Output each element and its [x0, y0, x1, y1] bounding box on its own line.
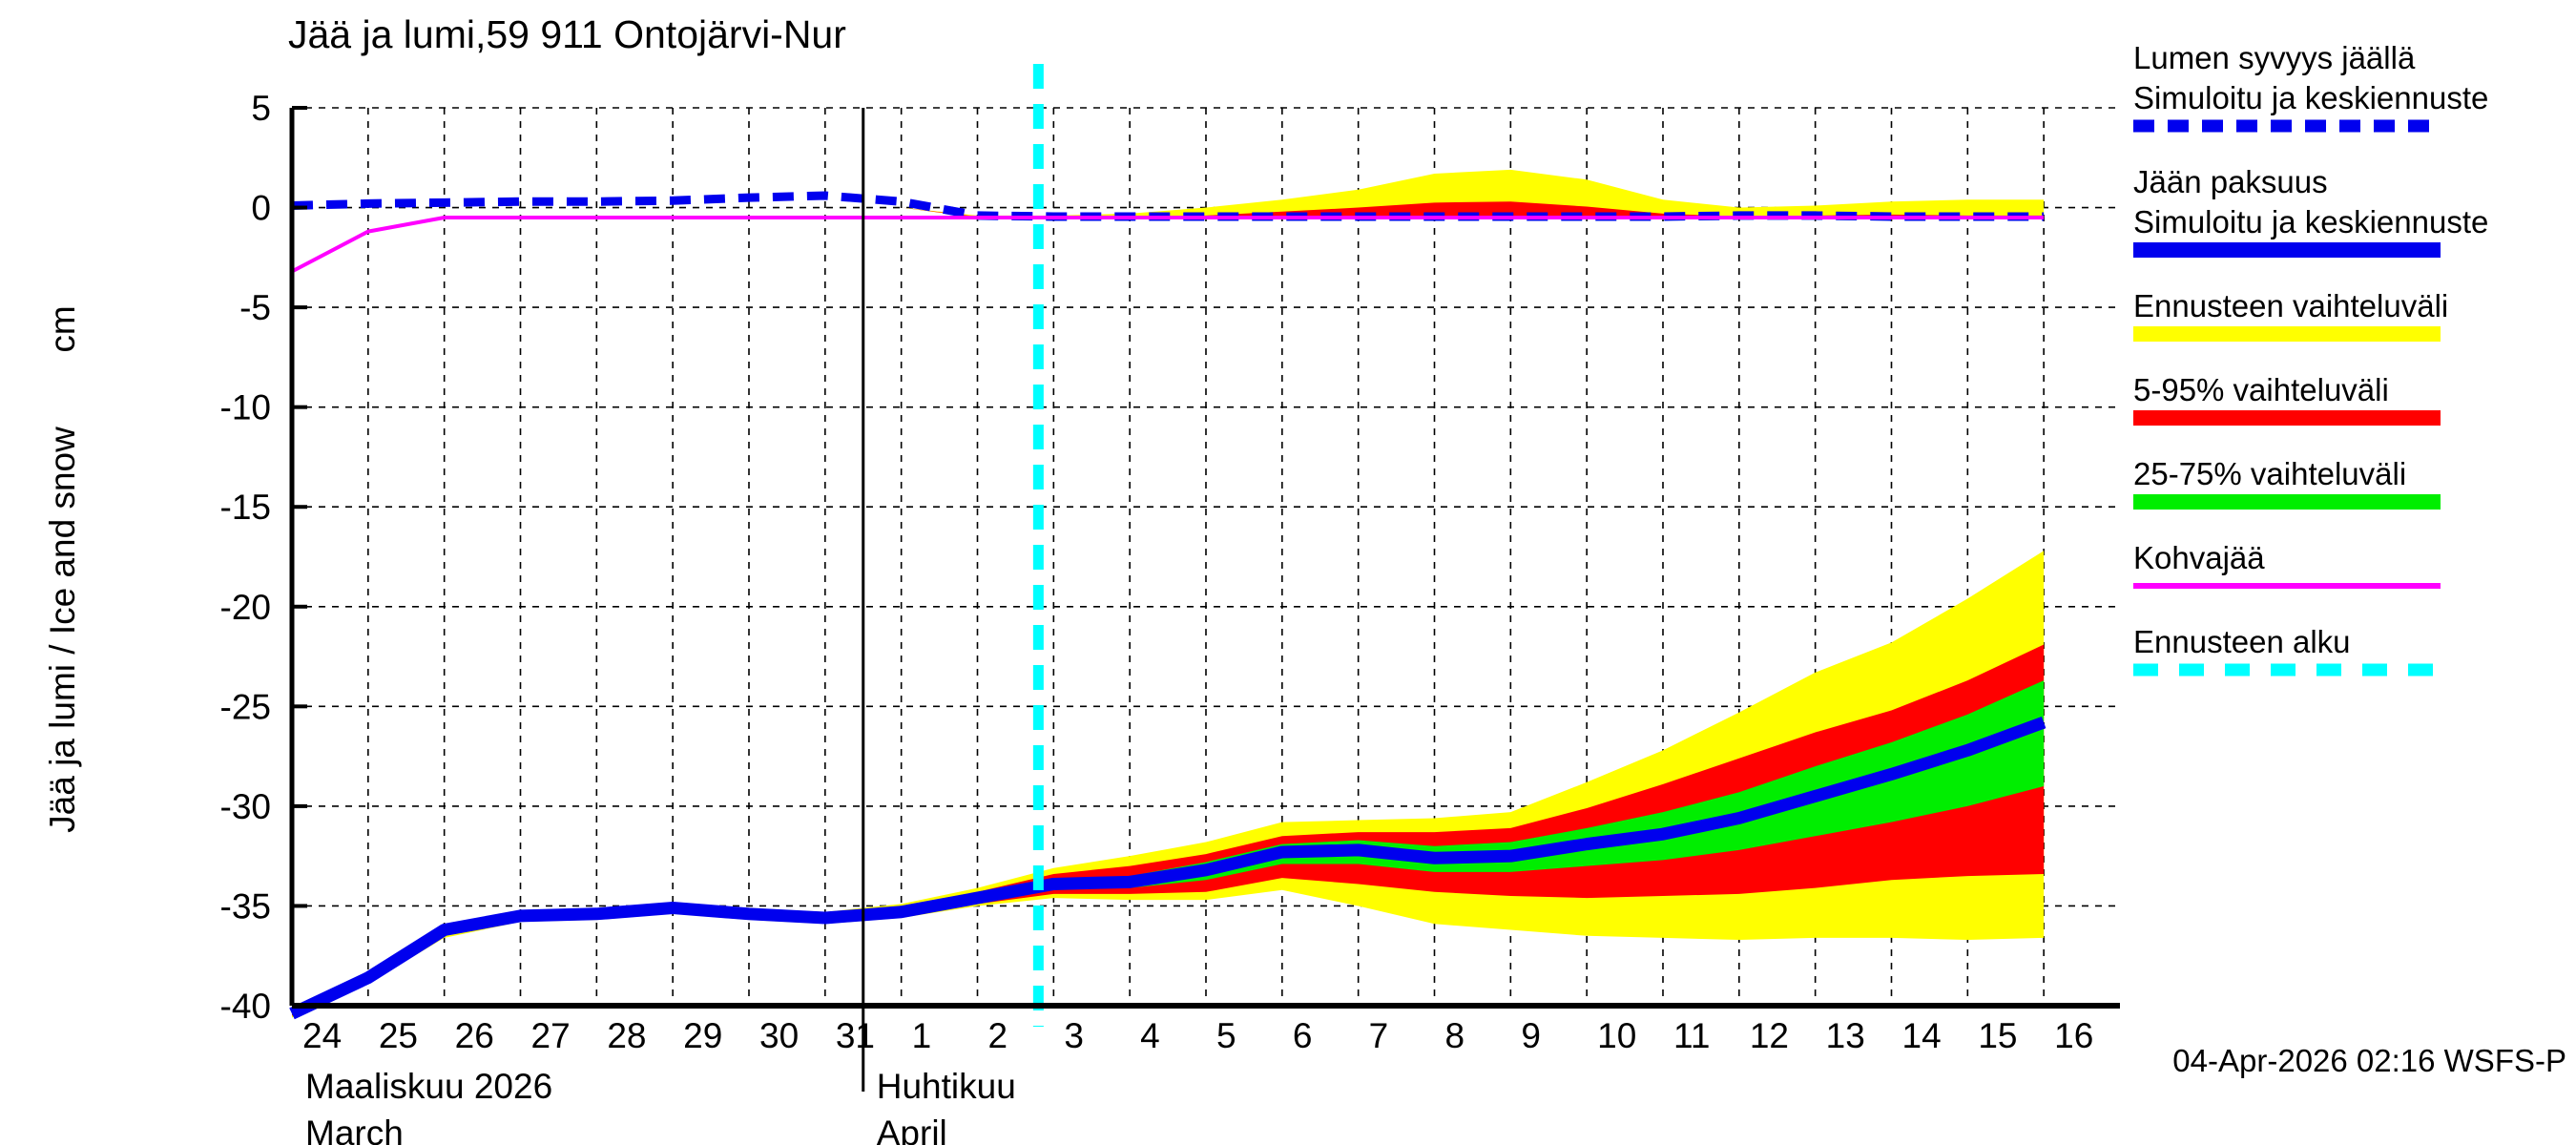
month-label-fi: Maaliskuu 2026	[305, 1067, 552, 1106]
y-tick-label: -20	[220, 588, 271, 627]
y-tick-label: -25	[220, 687, 271, 726]
series-lines	[289, 191, 2046, 1020]
x-tick-label: 29	[683, 1016, 722, 1055]
y-tick-label: 0	[251, 189, 271, 228]
x-tick-label: 1	[912, 1016, 932, 1055]
x-tick-label: 10	[1597, 1016, 1636, 1055]
x-tick-label: 28	[607, 1016, 646, 1055]
month-label-fi: Huhtikuu	[877, 1067, 1016, 1106]
x-tick-label: 26	[455, 1016, 494, 1055]
page-title: Jää ja lumi,59 911 Ontojärvi-Nur	[288, 12, 846, 56]
forecast-band	[292, 169, 2045, 219]
x-tick-label: 9	[1521, 1016, 1541, 1055]
y-tick-label: -35	[220, 886, 271, 926]
x-tick-label: 12	[1750, 1016, 1789, 1055]
x-tick-label: 4	[1140, 1016, 1160, 1055]
month-label-en: March	[305, 1114, 404, 1145]
y-axis-label: Jää ja lumi / Ice and snow	[43, 427, 82, 833]
x-tick-label: 15	[1978, 1016, 2017, 1055]
x-tick-label: 24	[302, 1016, 342, 1055]
series-line	[291, 216, 2045, 274]
month-label-en: April	[877, 1114, 947, 1145]
timestamp: 04-Apr-2026 02:16 WSFS-P	[2172, 1043, 2566, 1078]
y-tick-label: -15	[220, 488, 271, 527]
legend-item-label: 25-75% vaihteluväli	[2133, 456, 2406, 491]
legend-item-label: Simuloitu ja keskiennuste	[2133, 204, 2488, 239]
x-tick-label: 7	[1369, 1016, 1389, 1055]
y-tick-label: -10	[220, 388, 271, 427]
x-tick-label: 30	[759, 1016, 799, 1055]
x-tick-label: 16	[2054, 1016, 2093, 1055]
y-axis-unit: cm	[43, 305, 82, 352]
x-tick-label: 27	[531, 1016, 571, 1055]
legend-group-heading: Jään paksuus	[2133, 164, 2328, 199]
y-tick-labels: 5 0 -5 -10 -15 -20 -25 -30 -35 -40	[220, 89, 271, 1026]
x-tick-label: 3	[1064, 1016, 1084, 1055]
x-tick-label: 8	[1445, 1016, 1465, 1055]
x-tick-label: 6	[1293, 1016, 1313, 1055]
legend-item-label: Simuloitu ja keskiennuste	[2133, 80, 2488, 115]
x-tick-label: 5	[1216, 1016, 1236, 1055]
y-tick-label: -5	[239, 288, 271, 327]
y-tick-label: 5	[251, 89, 271, 128]
legend-item-label: Ennusteen alku	[2133, 624, 2351, 659]
legend-group-heading: Lumen syvyys jäällä	[2133, 40, 2416, 75]
forecast-band	[292, 551, 2045, 1018]
y-tick-label: -40	[220, 987, 271, 1026]
x-tick-label: 31	[836, 1016, 875, 1055]
chart-legend: Lumen syvyys jäällä Simuloitu ja keskienn…	[2133, 40, 2488, 677]
x-tick-label: 11	[1673, 1016, 1710, 1055]
x-tick-label: 25	[379, 1016, 418, 1055]
legend-item-label: 5-95% vaihteluväli	[2133, 372, 2389, 407]
x-tick-label: 14	[1902, 1016, 1942, 1055]
axis-lines	[289, 106, 2120, 1092]
legend-item-label: Ennusteen vaihteluväli	[2133, 288, 2448, 323]
month-labels: Maaliskuu 2026 March Huhtikuu April	[305, 1067, 1016, 1145]
x-tick-label: 13	[1826, 1016, 1865, 1055]
x-tick-labels: 24 25 26 27 28 29 30 31 1 2 3 4 5 6 7 8 9 10 11 12 13 14 15 16	[302, 1016, 2093, 1055]
legend-item-label: Kohvajää	[2133, 540, 2265, 575]
forecast-band	[292, 680, 2045, 1015]
series-line	[289, 716, 2046, 1020]
x-tick-label: 2	[988, 1016, 1008, 1055]
y-tick-label: -30	[220, 787, 271, 826]
